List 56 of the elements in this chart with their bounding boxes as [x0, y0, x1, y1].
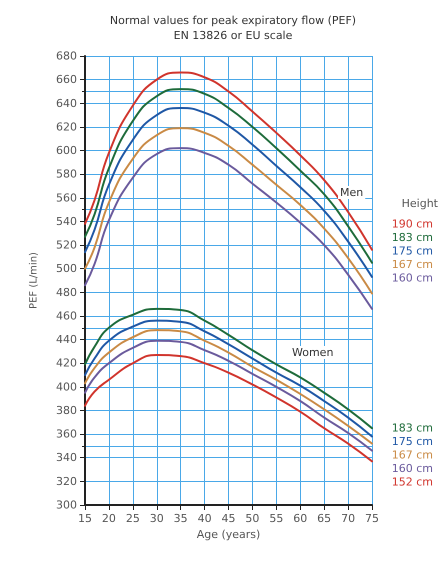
- y-tick-label: 660: [56, 73, 77, 86]
- text: 183 cm: [392, 231, 434, 244]
- y-tick-label: 640: [56, 96, 77, 110]
- y-tick-label: 340: [56, 451, 77, 464]
- y-tick-label: 440: [56, 333, 77, 346]
- y-tick-label: 500: [56, 262, 77, 276]
- annotation: Women: [292, 346, 334, 359]
- line-series: [84, 88, 373, 264]
- x-tick-label: 75: [365, 512, 379, 525]
- series-label: 175 cm: [392, 435, 434, 448]
- y-tick-label: 560: [56, 191, 77, 204]
- text: 167 cm: [392, 258, 434, 271]
- x-tick-label: 60: [293, 512, 308, 525]
- chart-subtitle: EN 13826 or EU scale: [174, 29, 293, 42]
- chart-title: Normal values for peak expiratory flow (PEF): [110, 14, 356, 27]
- y-tick-label: 620: [56, 120, 77, 134]
- text: 152 cm: [392, 476, 434, 488]
- y-tick-label: 380: [56, 404, 77, 417]
- x-tick-label: 35: [174, 512, 188, 525]
- y-tick-label: 540: [56, 214, 77, 228]
- y-tick-label: 580: [56, 168, 77, 181]
- series-label: 167 cm: [392, 448, 434, 462]
- y-tick-label: 420: [56, 356, 77, 370]
- annotation: Men: [340, 186, 364, 199]
- x-tick-label: 55: [269, 512, 284, 525]
- x-tick-label: 15: [78, 512, 92, 525]
- y-tick-label: 320: [56, 474, 77, 488]
- y-tick-label: 520: [56, 238, 77, 252]
- x-axis-title: Age (years): [196, 528, 260, 541]
- y-tick-label: 460: [56, 309, 77, 322]
- text: 175 cm: [392, 244, 434, 258]
- series-label: 183 cm: [392, 422, 434, 434]
- x-tick-label: 65: [317, 512, 332, 525]
- y-tick-label: 600: [56, 144, 77, 158]
- x-tick-label: 50: [245, 512, 260, 525]
- line-series: [84, 127, 373, 294]
- y-tick-label: 680: [56, 50, 77, 62]
- line-series: [84, 72, 373, 251]
- text: 190 cm: [392, 218, 434, 230]
- line-series: [84, 147, 373, 310]
- y-tick-label: 480: [56, 286, 77, 299]
- text: 160 cm: [392, 272, 434, 284]
- line-series: [84, 308, 373, 430]
- y-tick-label: 360: [56, 428, 77, 441]
- y-tick-label: 400: [56, 380, 77, 394]
- x-tick-label: 30: [150, 512, 164, 525]
- x-tick-label: 20: [102, 512, 116, 525]
- legend-title: Height: [402, 197, 439, 210]
- x-tick-label: 40: [198, 512, 212, 525]
- y-tick-label: 300: [56, 498, 77, 512]
- x-tick-label: 25: [126, 512, 140, 525]
- x-tick-label: 70: [341, 512, 356, 525]
- x-tick-label: 45: [222, 512, 236, 525]
- text: 160 cm: [392, 462, 434, 475]
- y-axis-title: PEF (L/min): [28, 252, 40, 309]
- line-series: [84, 106, 373, 278]
